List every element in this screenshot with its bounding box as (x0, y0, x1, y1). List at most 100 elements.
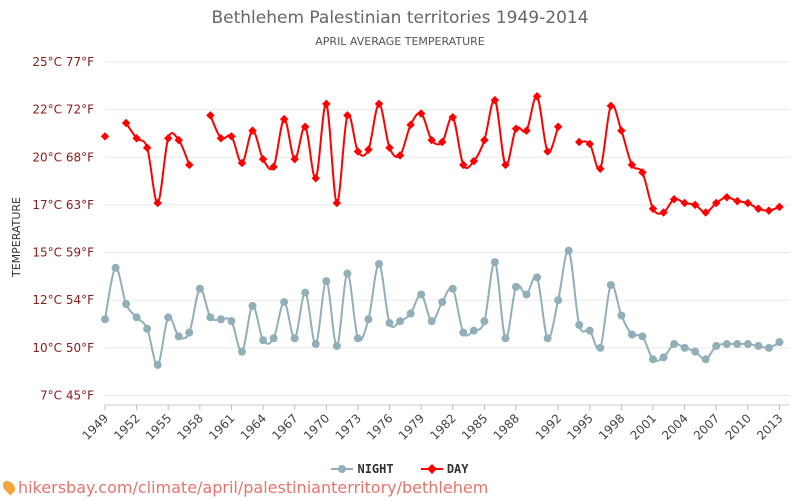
night-data-point[interactable] (417, 290, 426, 299)
night-data-point[interactable] (617, 311, 626, 320)
night-data-point[interactable] (206, 313, 215, 322)
day-data-point[interactable] (511, 124, 521, 133)
night-data-point[interactable] (575, 320, 584, 329)
night-data-point[interactable] (554, 296, 563, 305)
night-data-point[interactable] (132, 313, 141, 322)
day-data-point[interactable] (216, 133, 226, 143)
night-data-point[interactable] (353, 334, 362, 343)
day-data-point[interactable] (364, 145, 373, 154)
night-data-point[interactable] (111, 263, 120, 272)
night-data-point[interactable] (490, 258, 499, 267)
day-data-point[interactable] (258, 154, 268, 164)
day-data-point[interactable] (121, 118, 131, 128)
day-data-point[interactable] (269, 162, 278, 172)
day-data-point[interactable] (332, 198, 342, 208)
night-data-point[interactable] (585, 326, 594, 335)
day-data-point[interactable] (469, 156, 479, 166)
night-data-point[interactable] (743, 340, 752, 349)
night-data-point[interactable] (343, 269, 352, 278)
day-data-point[interactable] (406, 120, 415, 130)
night-data-point[interactable] (522, 290, 531, 299)
night-data-point[interactable] (101, 315, 109, 324)
night-data-point[interactable] (659, 353, 668, 362)
day-data-point[interactable] (553, 122, 563, 132)
night-data-point[interactable] (122, 300, 131, 309)
night-data-point[interactable] (301, 288, 310, 297)
day-data-point[interactable] (606, 101, 616, 111)
day-data-point[interactable] (480, 135, 489, 145)
day-data-point[interactable] (206, 111, 215, 120)
night-data-point[interactable] (701, 355, 710, 364)
night-data-point[interactable] (754, 341, 763, 350)
day-data-point[interactable] (185, 160, 194, 170)
night-data-point[interactable] (638, 332, 647, 341)
night-data-point[interactable] (153, 360, 162, 369)
day-data-point[interactable] (680, 198, 689, 208)
night-data-point[interactable] (195, 284, 204, 293)
day-data-point[interactable] (227, 132, 236, 141)
day-data-point[interactable] (311, 173, 321, 183)
legend-item-night[interactable]: NIGHT (331, 462, 394, 476)
night-data-point[interactable] (469, 326, 478, 335)
day-data-point[interactable] (501, 160, 510, 170)
night-data-point[interactable] (427, 317, 436, 326)
night-data-point[interactable] (680, 343, 689, 352)
day-data-point[interactable] (490, 95, 500, 105)
night-data-point[interactable] (332, 341, 341, 350)
night-data-point[interactable] (606, 280, 615, 289)
day-data-point[interactable] (722, 193, 732, 202)
day-data-point[interactable] (733, 196, 742, 206)
night-data-point[interactable] (712, 341, 721, 350)
day-data-point[interactable] (153, 198, 162, 208)
night-data-point[interactable] (543, 334, 552, 343)
day-data-point[interactable] (448, 113, 458, 122)
night-data-point[interactable] (322, 277, 331, 286)
day-data-point[interactable] (322, 99, 331, 109)
night-data-point[interactable] (438, 298, 447, 307)
day-data-point[interactable] (132, 133, 141, 143)
night-data-point[interactable] (227, 317, 236, 326)
night-data-point[interactable] (375, 259, 383, 268)
night-data-point[interactable] (238, 347, 246, 356)
night-data-point[interactable] (248, 301, 257, 310)
night-data-point[interactable] (596, 343, 605, 352)
day-data-point[interactable] (617, 126, 626, 135)
night-data-point[interactable] (364, 315, 373, 324)
day-data-point[interactable] (754, 204, 763, 213)
night-data-point[interactable] (512, 282, 520, 291)
night-data-point[interactable] (290, 334, 299, 343)
night-data-point[interactable] (448, 284, 457, 293)
night-data-point[interactable] (764, 343, 773, 352)
day-data-point[interactable] (343, 111, 352, 120)
night-data-point[interactable] (259, 336, 268, 345)
day-data-point[interactable] (764, 206, 774, 215)
night-data-point[interactable] (627, 330, 636, 339)
day-data-point[interactable] (353, 147, 363, 156)
night-data-point[interactable] (649, 355, 657, 364)
night-data-point[interactable] (533, 273, 542, 282)
day-data-point[interactable] (775, 202, 784, 212)
night-data-point[interactable] (480, 317, 489, 326)
day-data-point[interactable] (237, 158, 247, 168)
day-data-point[interactable] (416, 109, 426, 118)
night-data-point[interactable] (670, 340, 679, 349)
day-data-point[interactable] (427, 135, 436, 145)
day-data-point[interactable] (374, 99, 384, 109)
day-data-point[interactable] (385, 143, 394, 152)
day-data-point[interactable] (459, 160, 468, 170)
night-data-point[interactable] (280, 298, 289, 307)
day-data-point[interactable] (290, 154, 299, 164)
day-data-point[interactable] (174, 135, 184, 145)
night-data-point[interactable] (311, 340, 320, 349)
legend-item-day[interactable]: DAY (420, 462, 469, 476)
day-data-point[interactable] (522, 126, 531, 135)
day-data-point[interactable] (163, 133, 173, 143)
night-data-point[interactable] (143, 324, 152, 333)
night-data-point[interactable] (385, 319, 394, 328)
night-data-point[interactable] (733, 340, 742, 349)
day-data-point[interactable] (395, 151, 405, 160)
night-data-point[interactable] (164, 313, 173, 322)
day-data-point[interactable] (142, 143, 152, 152)
night-data-point[interactable] (396, 317, 405, 326)
source-link[interactable]: hikersbay.com/climate/april/palestiniant… (0, 478, 488, 497)
